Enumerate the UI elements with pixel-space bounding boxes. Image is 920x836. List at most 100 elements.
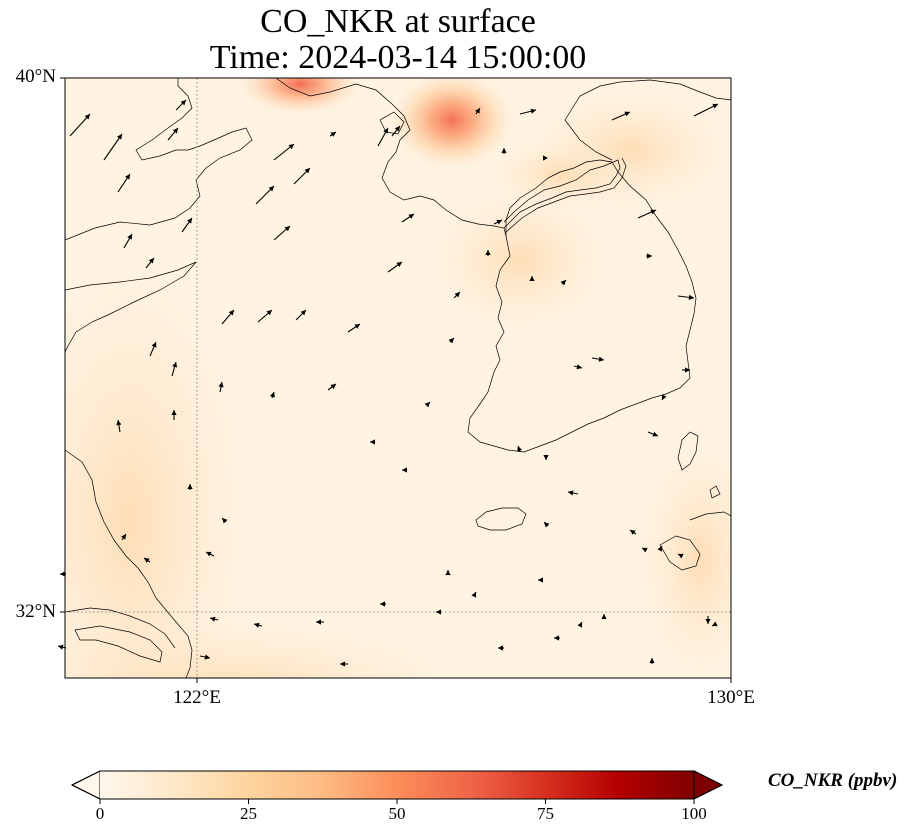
wind-arrow [171,361,178,377]
figure-subtitle-time: Time: 2024-03-14 15:00:00 [209,39,587,76]
wind-arrow [705,616,711,624]
wind-arrow [424,401,431,408]
wind-arrow [402,467,407,473]
wind-arrow [641,547,648,553]
wind-arrow [711,621,718,627]
wind-arrow [498,645,504,651]
wind-arrow [661,394,667,401]
wind-arrow [167,127,179,141]
wind-arrow [475,107,481,115]
wind-arrow [175,99,187,111]
map-frame [64,77,732,679]
wind-arrow [69,113,91,137]
wind-arrow [387,261,403,273]
colorbar-tick-label-100: 100 [681,804,707,823]
wind-arrow [657,545,663,552]
wind-arrow [273,143,295,161]
wind-arrow [221,309,235,325]
colorbar-gradient [100,771,694,799]
wind-arrow [448,337,455,344]
wind-arrow [205,551,215,557]
wind-arrow [445,570,451,575]
wind-arrow [370,439,375,445]
wind-arrow [253,622,263,628]
wind-arrow [181,217,193,233]
colorbar-ticks [99,799,695,804]
wind-arrow [629,529,637,535]
wind-arrow [485,250,491,256]
wind-arrow [329,131,337,137]
wind-arrow [517,445,523,453]
wind-arrow [116,419,122,433]
wind-arrow [677,294,695,300]
wind-arrow [519,108,537,115]
co-hotspot-northeast [392,78,512,168]
colorbar-tick-label-50: 50 [388,804,406,823]
co-hotspot-north [240,78,360,114]
wind-arrow [591,356,605,362]
wind-arrow [218,381,224,393]
wind-arrow [682,367,690,373]
wind-arrow [199,654,211,660]
wind-arrow [601,614,607,619]
wind-arrow [554,635,560,641]
wind-arrow [647,431,659,437]
lat-tick-label-32n: 32°N [15,601,56,622]
wind-arrow [677,553,684,559]
wind-arrow [401,213,415,223]
wind-vectors [57,99,719,667]
wind-arrow [577,621,583,628]
lat-tick-label-40n: 40°N [15,66,56,87]
wind-arrow [493,219,503,225]
wind-arrow [273,225,291,241]
wind-arrow [143,557,151,563]
wind-arrow [380,601,386,607]
wind-arrow [187,484,193,490]
axis-ticks [60,77,732,683]
wind-arrow [340,661,348,667]
wind-arrow [347,323,361,333]
colorbar-label: CO_NKR (ppbv) [768,770,898,791]
wind-arrow [103,133,123,161]
wind-arrow [567,490,579,496]
wind-arrow [377,127,389,147]
wind-arrow [255,185,275,205]
colorbar-tick-label-0: 0 [95,804,105,823]
wind-arrow [145,257,155,269]
wind-arrow [293,167,311,185]
wind-arrow [221,517,228,524]
wind-arrow [543,455,549,460]
wind-arrow [121,533,127,541]
wind-arrow [123,233,133,249]
wind-arrow [295,309,307,321]
wind-arrow [269,391,275,399]
colorbar-tick-label-75: 75 [537,804,554,823]
wind-arrow [543,155,548,161]
colorbar-extend-max [693,770,724,800]
wind-arrow [538,577,543,583]
wind-arrow [646,253,652,259]
wind-arrow [453,291,461,299]
wind-arrow [209,616,219,622]
wind-arrow [171,410,177,420]
wind-arrow [560,279,567,286]
wind-arrow [149,341,157,357]
colorbar-tick-label-25: 25 [240,804,257,823]
wind-arrow [316,619,324,625]
wind-arrow [637,209,657,219]
lon-tick-label-122e: 122°E [173,687,221,708]
wind-arrow [543,521,550,528]
wind-arrow [436,609,441,615]
wind-arrow [117,173,131,193]
wind-arrow [529,276,535,281]
figure-title: CO_NKR at surface [260,3,536,40]
wind-arrow [257,309,273,323]
wind-arrow [501,148,507,154]
wind-arrow [649,658,655,664]
wind-arrow [611,111,631,121]
wind-arrow [471,591,477,598]
country-borders [503,119,627,233]
